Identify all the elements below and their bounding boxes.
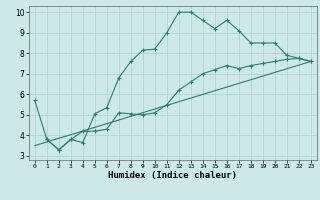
X-axis label: Humidex (Indice chaleur): Humidex (Indice chaleur): [108, 171, 237, 180]
